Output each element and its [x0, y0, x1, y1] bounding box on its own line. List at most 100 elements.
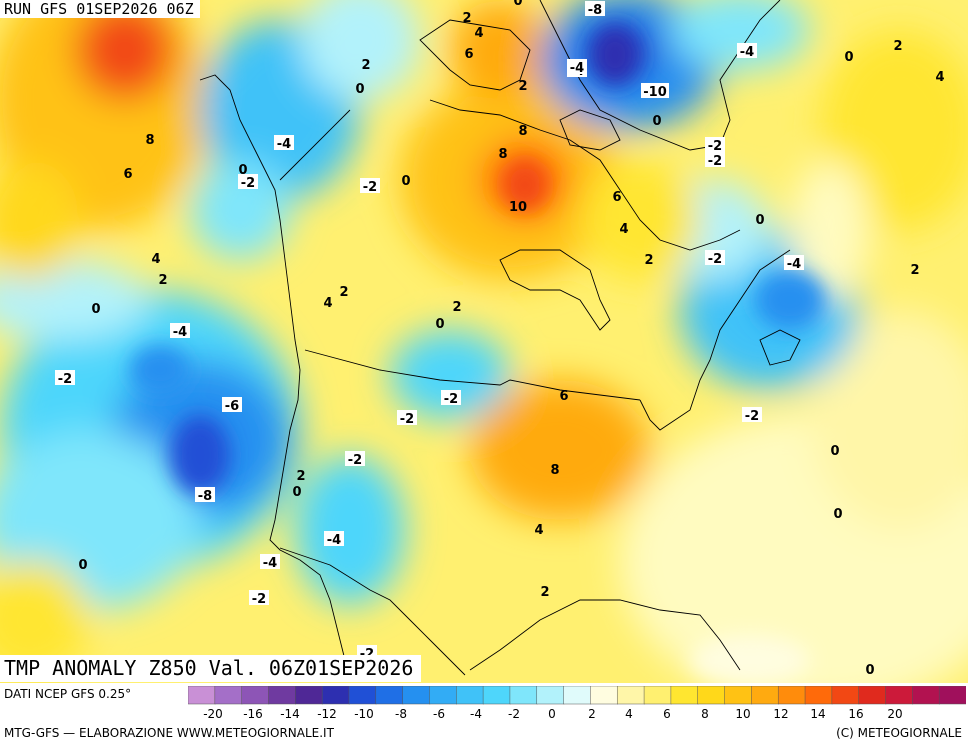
- contour-label: 0: [355, 82, 364, 97]
- contour-label: -4: [570, 61, 584, 76]
- colorbar-swatch: [804, 686, 833, 705]
- colorbar-tick-label: -12: [317, 707, 337, 721]
- colorbar-swatch: [375, 686, 404, 705]
- contour-label-bg: [705, 137, 725, 152]
- contour-label: -10: [643, 85, 667, 100]
- contour-label: -2: [400, 412, 414, 427]
- colorbar-swatch: [241, 686, 270, 705]
- anomaly-field: [0, 0, 968, 683]
- contour-label: -6: [225, 399, 239, 414]
- contour-label: 8: [145, 133, 154, 148]
- contour-labels: 2462028810642-2-8-4-100-4-2-40240-2-42-2…: [55, 0, 945, 678]
- contour-label-bg: [345, 451, 365, 466]
- colorbar-swatch: [724, 686, 753, 705]
- contour-label: 2: [518, 79, 527, 94]
- contour-label: 2: [339, 285, 348, 300]
- credit-left: MTG-GFS — ELABORAZIONE WWW.METEOGIORNALE…: [4, 726, 334, 740]
- contour-label: -4: [263, 556, 277, 571]
- colorbar-swatch: [670, 686, 699, 705]
- contour-label: 6: [559, 389, 568, 404]
- contour-label-bg: [784, 255, 804, 270]
- colorbar-tick-label: 10: [735, 707, 751, 721]
- colorbar-swatch: [456, 686, 484, 705]
- contour-label-bg: [567, 59, 587, 74]
- contour-label-bg: [249, 590, 269, 605]
- colorbar-swatch: [563, 686, 592, 705]
- contour-label: -2: [444, 392, 458, 407]
- contour-label-bg: [55, 370, 75, 385]
- contour-label: -2: [708, 154, 722, 169]
- colorbar-tick-label: 16: [848, 707, 864, 721]
- colorbar-swatch: [268, 686, 297, 705]
- colorbar-swatch: [616, 686, 645, 705]
- contour-label: -4: [277, 137, 291, 152]
- contour-label-bg: [742, 407, 762, 422]
- contour-label: 0: [435, 317, 444, 332]
- contour-label-bg: [585, 1, 605, 16]
- data-source-label: DATI NCEP GFS 0.25°: [4, 687, 132, 701]
- colorbar-tick-label: 4: [625, 707, 633, 721]
- contour-label: 0: [292, 485, 301, 500]
- anomaly-map: 2462028810642-2-8-4-100-4-2-40240-2-42-2…: [0, 0, 968, 683]
- colorbar-tick-label: -20: [203, 707, 223, 721]
- contour-label: 8: [518, 124, 527, 139]
- contour-label-bg: [397, 410, 417, 425]
- credit-right: (C) METEOGIORNALE: [836, 726, 962, 740]
- contour-label-bg: [222, 397, 242, 412]
- contour-label-bg: [360, 178, 380, 193]
- contour-label: -2: [708, 252, 722, 267]
- contour-label: -2: [252, 592, 266, 607]
- contour-label: 0: [755, 213, 764, 228]
- contour-label: 0: [865, 663, 874, 678]
- contour-label: 4: [323, 296, 332, 311]
- colorbar-tick-label: -16: [243, 707, 263, 721]
- contour-label: -8: [588, 3, 602, 18]
- contour-label: -4: [787, 257, 801, 272]
- colorbar-tick-label: -2: [508, 707, 520, 721]
- contour-label: -2: [348, 453, 362, 468]
- contour-label-bg: [324, 531, 344, 546]
- contour-label: 2: [452, 300, 461, 315]
- contour-label-bg: [170, 323, 190, 338]
- contour-label: 2: [462, 11, 471, 26]
- contour-label: 0: [844, 50, 853, 65]
- contour-label: -2: [745, 409, 759, 424]
- contour-label-bg: [441, 390, 461, 405]
- colorbar-swatch: [858, 686, 887, 705]
- contour-label: 4: [534, 523, 543, 538]
- contour-label: 4: [474, 26, 483, 41]
- colorbar-tick-label: 8: [701, 707, 709, 721]
- contour-label: 0: [401, 174, 410, 189]
- contour-label: 0: [833, 507, 842, 522]
- contour-label-bg: [260, 554, 280, 569]
- colorbar-swatch: [831, 686, 860, 705]
- colorbar-swatch: [295, 686, 323, 705]
- contour-label: -2: [708, 139, 722, 154]
- colorbar-swatch: [348, 686, 377, 705]
- footer-panel: DATI NCEP GFS 0.25° -20 -16 -14 -12 -10 -8 -6-…: [0, 683, 968, 745]
- contour-label: 2: [540, 585, 549, 600]
- contour-label: -4: [327, 533, 341, 548]
- colorbar-tick-label: -10: [354, 707, 374, 721]
- colorbar-swatch: [643, 686, 672, 705]
- contour-label-bg: [238, 174, 258, 189]
- contour-label-bg: [274, 135, 294, 150]
- contour-label: 0: [238, 163, 247, 178]
- colorbar-tick-label: -4: [470, 707, 482, 721]
- contour-label: 0: [652, 114, 661, 129]
- colorbar-swatch: [509, 686, 538, 705]
- run-label: RUN GFS 01SEP2026 06Z: [0, 0, 200, 18]
- contour-label: 0: [830, 444, 839, 459]
- colorbar-tick-label: -6: [433, 707, 445, 721]
- contour-label: 0: [513, 0, 522, 9]
- colorbar-swatch: [429, 686, 458, 705]
- colorbar-tick-label: 20: [887, 707, 903, 721]
- contour-label: 2: [893, 39, 902, 54]
- colorbar-tick-label: -14: [280, 707, 300, 721]
- contour-label: 2: [158, 273, 167, 288]
- contour-label-bg: [195, 487, 215, 502]
- contour-label: -4: [740, 45, 754, 60]
- colorbar-swatch: [321, 686, 350, 705]
- contour-label: 2: [361, 58, 370, 73]
- colorbar-swatch: [912, 686, 940, 705]
